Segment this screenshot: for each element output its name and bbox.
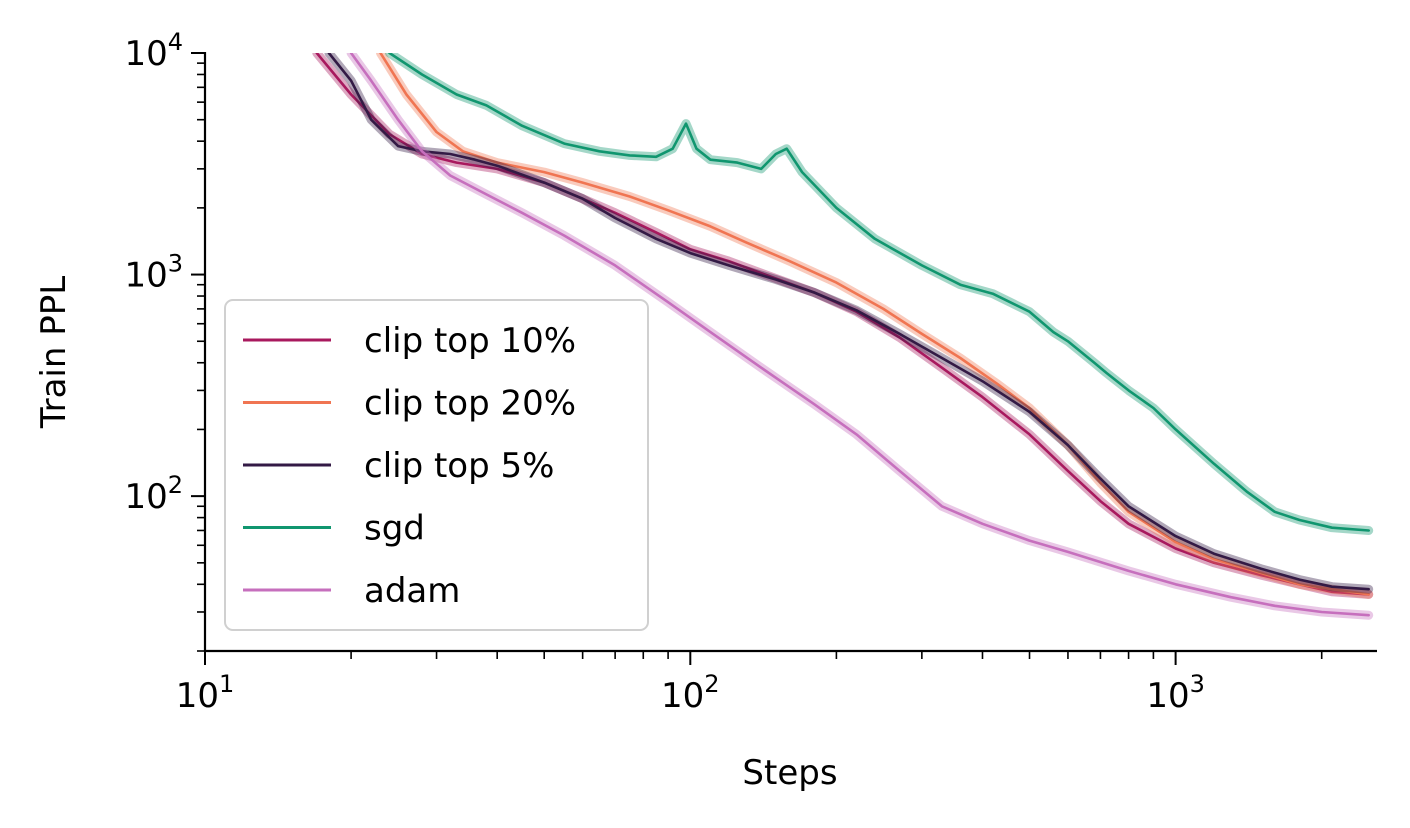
x-tick-label: 101 [176, 670, 235, 716]
legend-label-sgd: sgd [364, 509, 425, 549]
plot-area [312, 53, 1374, 620]
legend-label-clip-top-5: clip top 5% [364, 446, 554, 486]
series-line-clip-top-5 [327, 53, 1370, 591]
series-line-adam [349, 53, 1370, 617]
x-tick-label: 103 [1146, 670, 1205, 716]
legend-label-adam: adam [364, 571, 460, 611]
axes [203, 52, 1377, 653]
y-axis-title: Train PPL [34, 276, 74, 429]
y-tick-label: 104 [124, 28, 183, 74]
series-line-sgd [388, 53, 1370, 532]
legend: clip top 10% clip top 20% clip top 5% sgd ad… [224, 299, 649, 631]
legend-box [224, 299, 649, 631]
ticks: 101 102 103 102 103 104 [124, 28, 1323, 716]
y-tick-label: 103 [124, 250, 183, 296]
series-line-clip-top-20 [379, 53, 1370, 596]
x-axis-title: Steps [742, 753, 837, 793]
y-tick-label: 102 [124, 471, 183, 517]
legend-label-clip-top-10: clip top 10% [364, 321, 576, 361]
legend-label-clip-top-20: clip top 20% [364, 384, 576, 424]
x-tick-label: 102 [661, 670, 720, 716]
